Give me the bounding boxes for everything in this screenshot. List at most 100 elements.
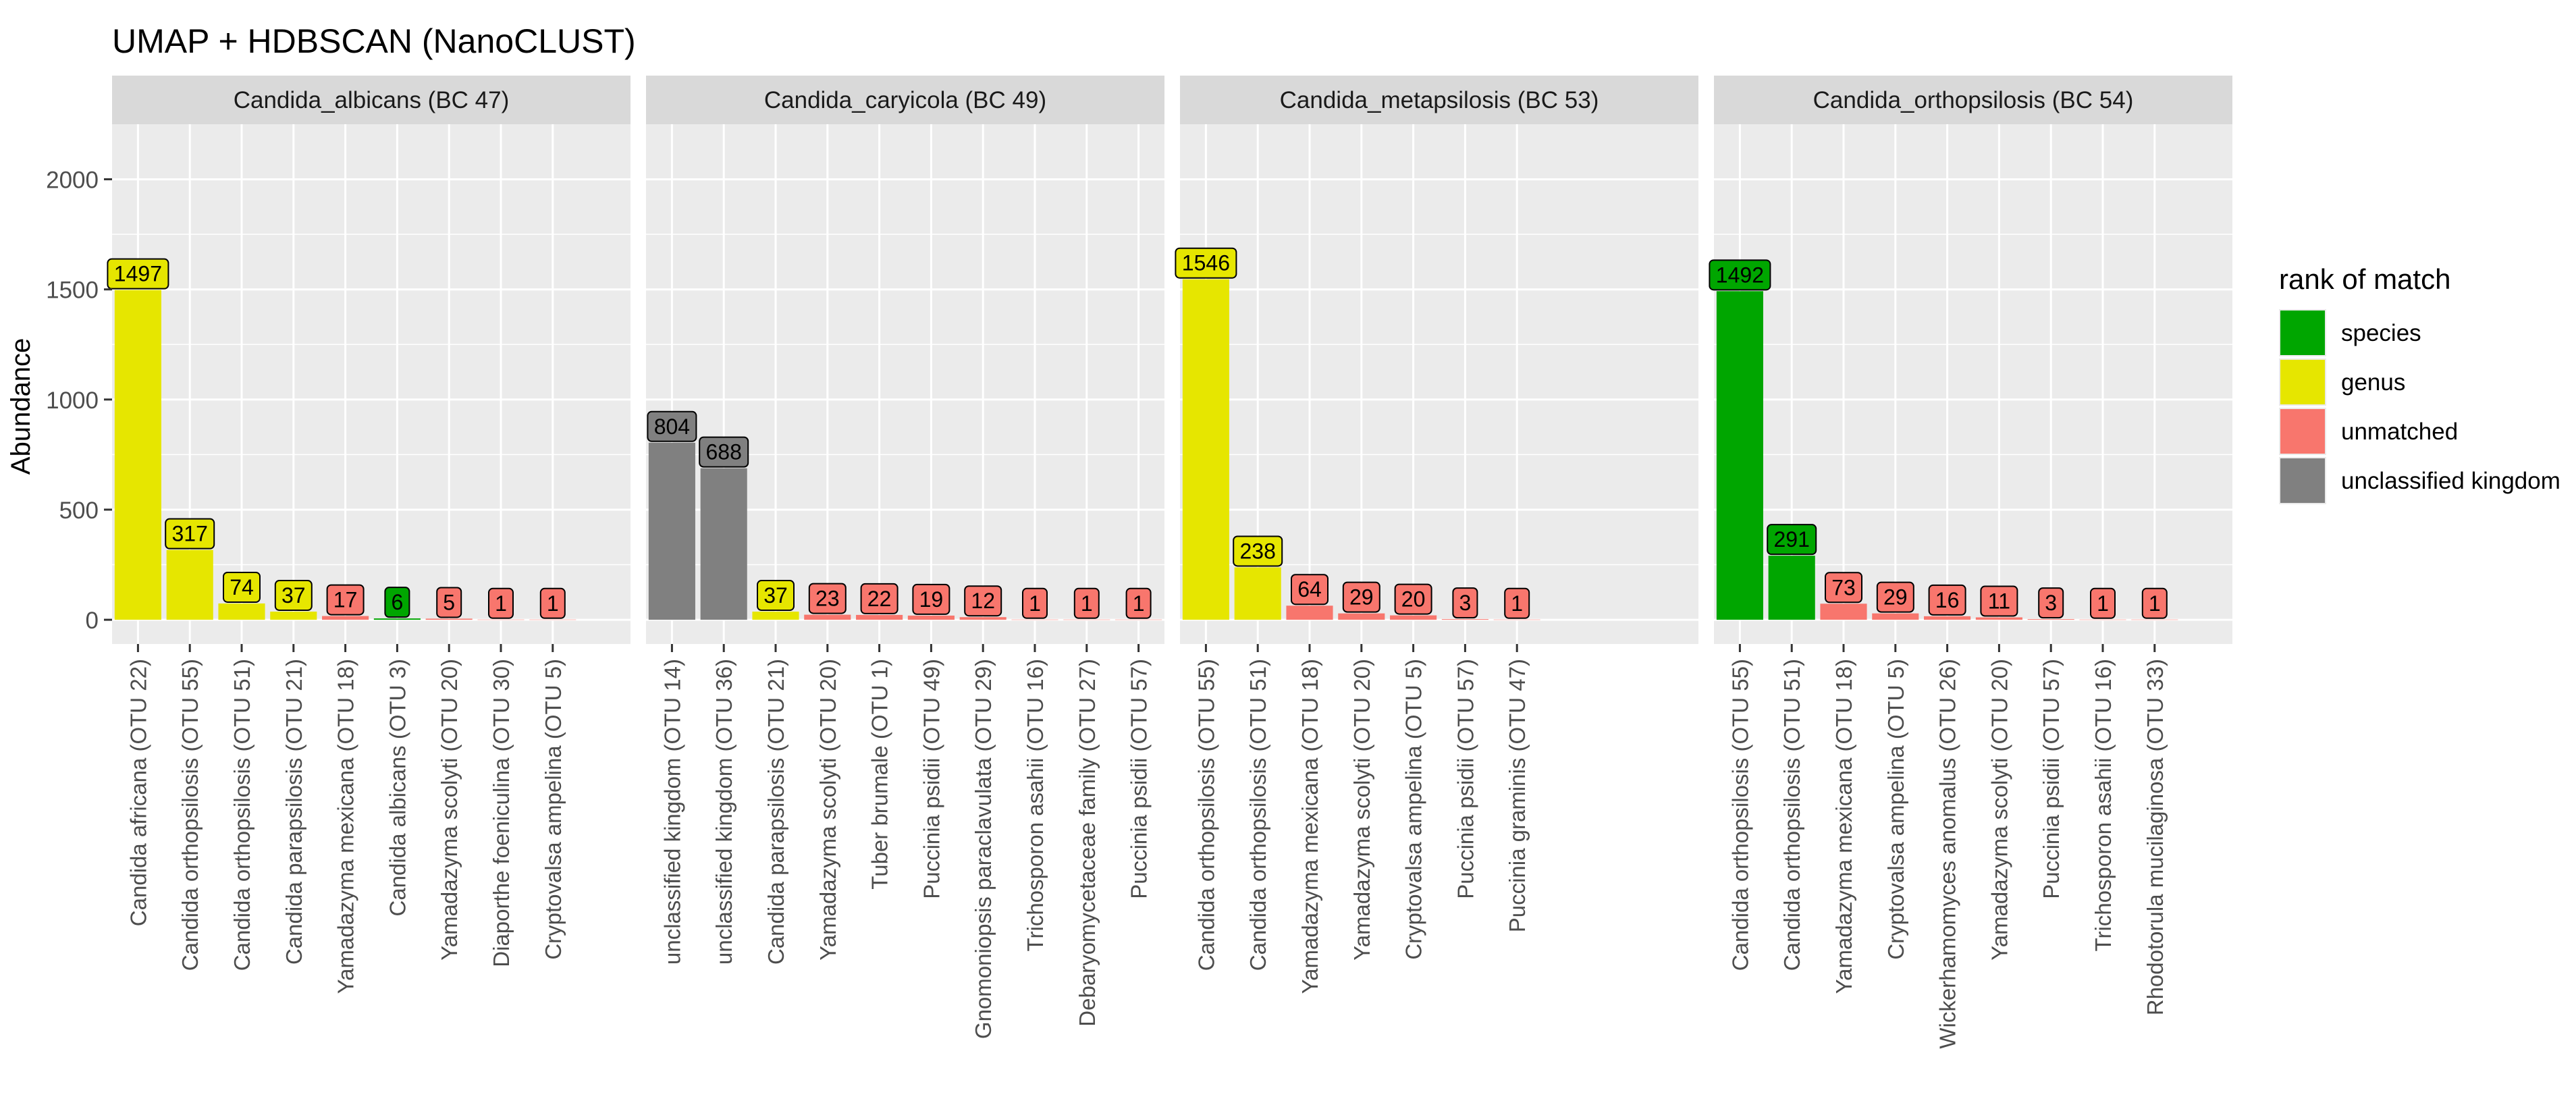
- x-tick-label: Candida orthopsilosis (OTU 55): [1193, 659, 1218, 971]
- x-tick-label: Yamadazyma mexicana (OTU 18): [333, 659, 358, 994]
- y-tick-label: 1000: [46, 387, 99, 414]
- bar-candida-orthopsilosis-otu-51: [1768, 556, 1815, 620]
- x-tick-label: Tuber brumale (OTU 1): [867, 659, 892, 890]
- data-label: 17: [326, 584, 365, 616]
- data-label-box: [1342, 581, 1380, 613]
- x-tick-label: Candida parapsilosis (OTU 21): [763, 659, 788, 965]
- data-label-text: 64: [1297, 577, 1322, 601]
- facet-strip: [112, 76, 630, 124]
- data-label: 6: [384, 587, 410, 618]
- data-label-box: [1125, 587, 1152, 619]
- data-label-box: [326, 584, 365, 616]
- data-label-text: 29: [1349, 585, 1374, 610]
- facet-strip: [646, 76, 1164, 124]
- x-tick-label: Yamadazyma mexicana (OTU 18): [1831, 659, 1856, 994]
- data-label-text: 1: [2149, 591, 2161, 616]
- data-label: 1: [2090, 587, 2116, 619]
- data-label-box: [384, 587, 410, 618]
- data-label-box: [860, 583, 898, 614]
- data-label-text: 1492: [1716, 263, 1764, 287]
- data-label-box: [165, 518, 215, 549]
- facet-strip-label: Candida_albicans (BC 47): [234, 87, 510, 113]
- x-tick-label: Candida orthopsilosis (OTU 55): [1727, 659, 1752, 971]
- bar-candida-albicans-otu-3: [373, 618, 421, 620]
- x-tick-label: Yamadazyma scolyti (OTU 20): [815, 659, 840, 961]
- legend-label: genus: [2341, 369, 2405, 396]
- data-label-box: [107, 258, 169, 290]
- data-label: 238: [1233, 535, 1283, 567]
- data-label-text: 16: [1935, 588, 1960, 612]
- y-tick-label: 2000: [46, 167, 99, 194]
- data-label-box: [1073, 587, 1100, 619]
- data-label-text: 1: [1081, 591, 1093, 616]
- data-label-text: 3: [2045, 591, 2057, 615]
- facet-strip-label: Candida_caryicola (BC 49): [764, 87, 1046, 113]
- data-label-text: 688: [706, 440, 742, 464]
- data-label: 22: [860, 583, 898, 614]
- data-label-text: 3: [1459, 591, 1472, 615]
- legend: rank of match species genus unmatched uncla…: [2279, 263, 2560, 504]
- legend-label: species: [2341, 320, 2421, 346]
- bar-puccinia-psidii-otu-57: [1441, 619, 1488, 620]
- bar-tuber-brumale-otu-1: [856, 614, 903, 620]
- data-label: 291: [1767, 524, 1817, 556]
- x-tick-label: Trichosporon asahii (OTU 16): [2091, 659, 2116, 951]
- data-label-box: [1980, 585, 2018, 617]
- data-label-text: 11: [1988, 589, 2010, 614]
- data-label-box: [912, 583, 950, 615]
- x-tick-label: Wickerhamomyces anomalus (OTU 26): [1935, 659, 1960, 1049]
- legend-title: rank of match: [2279, 263, 2450, 295]
- data-label: 1: [2141, 587, 2168, 619]
- data-label-box: [647, 410, 697, 442]
- data-label: 5: [436, 587, 462, 618]
- data-label-box: [1394, 583, 1432, 615]
- bar-yamadazyma-scolyti-otu-20: [425, 618, 473, 620]
- data-label-box: [1233, 535, 1283, 567]
- data-label-text: 1: [547, 591, 559, 616]
- y-axis-title: Abundance: [6, 338, 36, 475]
- x-tick-label: Candida albicans (OTU 3): [385, 659, 410, 917]
- data-label: 804: [647, 410, 697, 442]
- bar-puccinia-psidii-otu-49: [907, 615, 955, 620]
- data-label-text: 1497: [114, 262, 162, 286]
- data-label-text: 12: [971, 589, 995, 613]
- facet-strip-label: Candida_metapsilosis (BC 53): [1280, 87, 1599, 113]
- data-label-text: 1: [1133, 591, 1145, 616]
- x-tick-label: Diaporthe foeniculina (OTU 30): [489, 659, 514, 967]
- data-label: 23: [808, 583, 847, 614]
- bar-candida-parapsilosis-otu-21: [270, 612, 317, 620]
- x-tick-label: Candida africana (OTU 22): [126, 659, 151, 926]
- bar-candida-africana-otu-22: [114, 290, 161, 620]
- x-tick-label: Rhodotorula mucilaginosa (OTU 33): [2143, 659, 2168, 1015]
- data-label-text: 1: [2097, 591, 2109, 616]
- data-label-box: [964, 585, 1002, 617]
- bar-yamadazyma-mexicana-otu-18: [1820, 603, 1867, 620]
- data-label: 1497: [107, 258, 169, 290]
- data-label-box: [757, 580, 795, 612]
- bar-yamadazyma-scolyti-otu-20: [804, 614, 851, 620]
- bar-unclassified-kingdom-otu-36: [700, 468, 747, 620]
- facet-candida-albicans-bc-47: Candida_albicans (BC 47) 1497 Candida afri…: [107, 76, 630, 994]
- data-label-box: [488, 587, 514, 619]
- bar-yamadazyma-mexicana-otu-18: [1286, 606, 1333, 620]
- data-label: 1: [1073, 587, 1100, 619]
- x-tick-label: Puccinia psidii (OTU 57): [2039, 659, 2064, 899]
- facet-candida-orthopsilosis-bc-54: Candida_orthopsilosis (BC 54) 1492 Candida…: [1709, 76, 2232, 1049]
- facets-layer: Candida_albicans (BC 47) 1497 Candida afri…: [107, 76, 2232, 1049]
- data-label: 16: [1928, 584, 1966, 616]
- bar-candida-orthopsilosis-otu-55: [166, 549, 213, 620]
- x-tick-label: Puccinia psidii (OTU 57): [1127, 659, 1152, 899]
- facet-candida-metapsilosis-bc-53: Candida_metapsilosis (BC 53) 1546 Candida …: [1175, 76, 1698, 994]
- x-tick-label: Gnomoniopsis paraclavulata (OTU 29): [971, 659, 996, 1039]
- data-label: 1546: [1175, 247, 1237, 279]
- bar-puccinia-psidii-otu-57: [2027, 619, 2074, 620]
- data-label: 1: [539, 587, 566, 619]
- x-tick-label: Yamadazyma scolyti (OTU 20): [1349, 659, 1374, 961]
- data-label-text: 317: [172, 522, 208, 546]
- data-label: 1: [488, 587, 514, 619]
- data-label-box: [699, 436, 749, 468]
- data-label: 12: [964, 585, 1002, 617]
- data-label-text: 291: [1774, 527, 1810, 552]
- bar-candida-parapsilosis-otu-21: [752, 612, 799, 620]
- bar-cryptovalsa-ampelina-otu-5: [1390, 615, 1437, 620]
